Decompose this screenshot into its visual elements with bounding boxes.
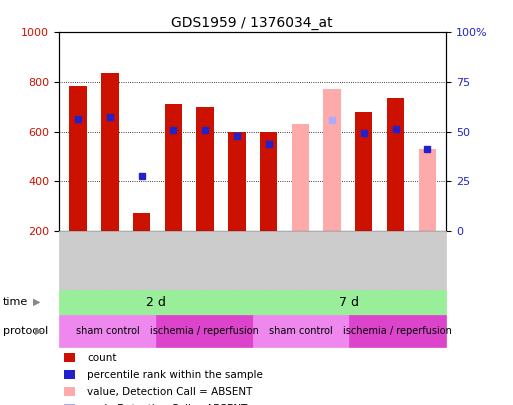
Text: GDS1959 / 1376034_at: GDS1959 / 1376034_at xyxy=(170,16,332,30)
Text: value, Detection Call = ABSENT: value, Detection Call = ABSENT xyxy=(87,387,252,396)
Bar xyxy=(133,213,150,231)
Text: time: time xyxy=(3,297,28,307)
Bar xyxy=(196,107,214,231)
Text: ▶: ▶ xyxy=(33,297,41,307)
Text: count: count xyxy=(87,353,117,362)
Bar xyxy=(387,98,404,231)
Bar xyxy=(228,132,246,231)
Text: sham control: sham control xyxy=(75,326,140,336)
Text: ischemia / reperfusion: ischemia / reperfusion xyxy=(150,326,259,336)
Bar xyxy=(260,132,277,231)
Bar xyxy=(419,149,436,231)
Bar xyxy=(323,90,341,231)
Text: 2 d: 2 d xyxy=(146,296,166,309)
Bar xyxy=(291,124,309,231)
Bar xyxy=(101,72,119,231)
Text: percentile rank within the sample: percentile rank within the sample xyxy=(87,370,263,379)
Bar xyxy=(165,104,182,231)
Text: 7 d: 7 d xyxy=(340,296,360,309)
Text: ischemia / reperfusion: ischemia / reperfusion xyxy=(344,326,452,336)
Text: ▶: ▶ xyxy=(35,326,43,336)
Bar xyxy=(69,86,87,231)
Text: protocol: protocol xyxy=(3,326,48,336)
Bar xyxy=(355,112,372,231)
Text: sham control: sham control xyxy=(269,326,333,336)
Text: rank, Detection Call = ABSENT: rank, Detection Call = ABSENT xyxy=(87,404,248,405)
